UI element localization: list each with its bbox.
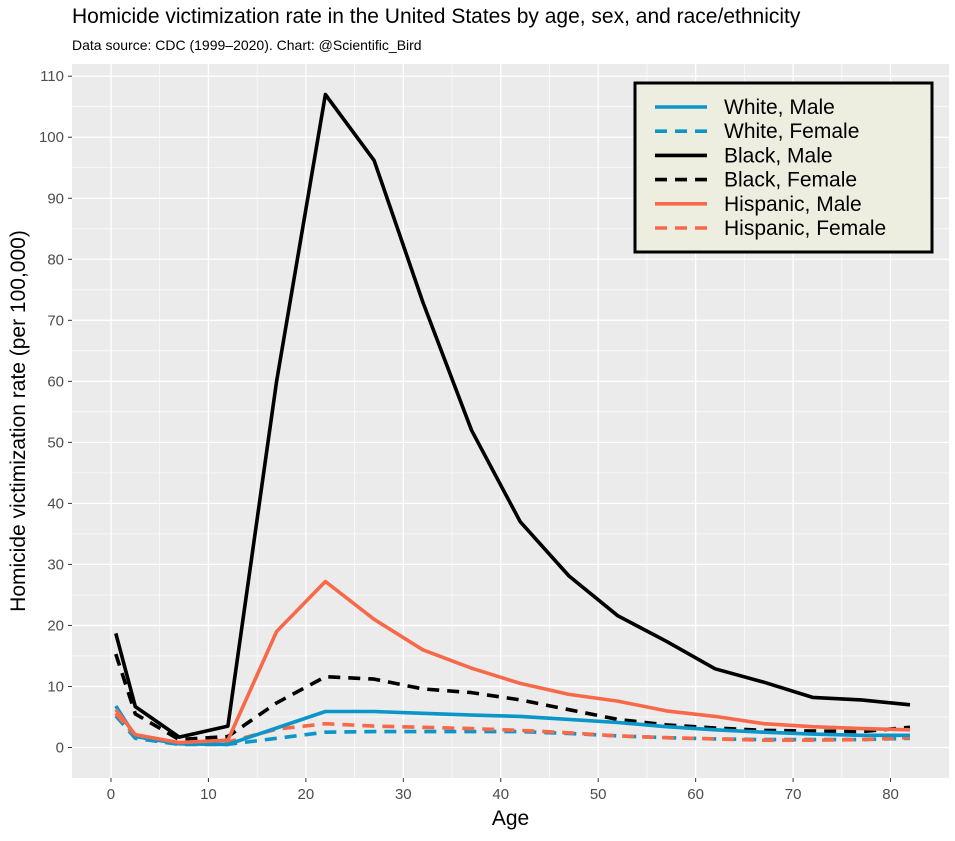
x-tick-label: 20 — [298, 786, 315, 803]
series-line-black-female — [114, 653, 911, 742]
series-line-black-male — [114, 92, 911, 739]
legend-box — [633, 81, 934, 254]
legend-label-white-male: White, Male — [724, 96, 835, 119]
y-tick-label: 100 — [39, 129, 64, 146]
y-tick-label: 80 — [47, 251, 64, 268]
x-tick-label: 30 — [395, 786, 412, 803]
legend-label-white-female: White, Female — [724, 120, 859, 143]
x-tick-label: 50 — [590, 786, 607, 803]
y-tick-label: 20 — [47, 617, 64, 634]
y-axis: 0 10 20 30 40 50 60 70 80 90 100 110 — [39, 68, 72, 756]
y-tick-label: 110 — [40, 68, 64, 85]
y-tick-label: 40 — [47, 495, 64, 512]
y-tick-label: 70 — [47, 312, 64, 329]
y-tick-label: 0 — [56, 739, 64, 756]
y-tick-label: 60 — [47, 373, 64, 390]
y-tick-label: 50 — [47, 434, 64, 451]
series-lines — [114, 92, 911, 747]
legend-label-black-female: Black, Female — [724, 169, 857, 192]
legend-label-hispanic-female: Hispanic, Female — [724, 217, 886, 240]
x-tick-label: 60 — [687, 786, 704, 803]
y-tick-label: 30 — [47, 556, 64, 573]
x-tick-label: 0 — [107, 786, 115, 803]
x-tick-label: 70 — [785, 786, 802, 803]
x-tick-label: 40 — [492, 786, 509, 803]
y-tick-label: 10 — [47, 678, 64, 695]
series-line-hispanic-male — [114, 579, 911, 745]
series-line-white-male — [114, 705, 910, 747]
chart-subtitle: Data source: CDC (1999–2020). Chart: @Sc… — [72, 37, 422, 53]
x-tick-label: 10 — [200, 786, 217, 803]
legend-label-black-male: Black, Male — [724, 144, 833, 167]
y-tick-label: 90 — [47, 190, 64, 207]
x-axis: 0 10 20 30 40 50 60 70 80 — [107, 778, 899, 803]
x-tick-label: 80 — [882, 786, 899, 803]
x-axis-title: Age — [492, 807, 529, 830]
series-line-hispanic-female — [114, 712, 911, 746]
y-axis-title: Homicide victimization rate (per 100,000… — [7, 230, 30, 612]
legend-label-hispanic-male: Hispanic, Male — [724, 193, 862, 216]
chart-title: Homicide victimization rate in the Unite… — [72, 5, 801, 28]
